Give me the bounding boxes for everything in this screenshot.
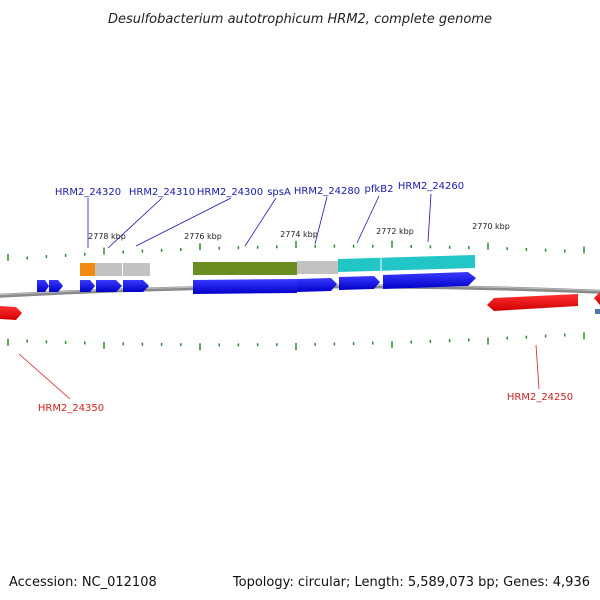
reverse-callouts	[18, 344, 540, 400]
gene-label-hrm2-24350[interactable]: HRM2_24350	[38, 403, 104, 414]
forward-gene-arrow[interactable]	[80, 280, 95, 292]
forward-gene-arrow[interactable]	[193, 279, 297, 294]
reverse-gene-arrow[interactable]	[594, 292, 600, 305]
gene-label-hrm2-24310[interactable]: HRM2_24310	[129, 187, 195, 198]
scale-ticks-lower	[7, 332, 585, 351]
forward-genes	[37, 272, 476, 294]
kbp-label: 2772 kbp	[376, 227, 414, 236]
forward-gene-arrow[interactable]	[339, 276, 380, 290]
kbp-label: 2778 kbp	[88, 232, 126, 241]
gene-label-hrm2-24320[interactable]: HRM2_24320	[55, 187, 121, 198]
feature-block-gray[interactable]	[123, 263, 150, 276]
reverse-gene-arrow[interactable]	[487, 294, 578, 311]
kbp-label: 2776 kbp	[184, 232, 222, 241]
genome-summary-text: Topology: circular; Length: 5,589,073 bp…	[232, 575, 590, 590]
gene-label-hrm2-24280[interactable]: HRM2_24280	[294, 186, 360, 197]
forward-callouts	[87, 193, 432, 249]
feature-track	[80, 255, 475, 276]
feature-block-blue[interactable]	[595, 309, 600, 314]
gene-label-spsa[interactable]: spsA	[267, 187, 291, 198]
kbp-label: 2774 kbp	[280, 230, 318, 239]
gene-label-hrm2-24300[interactable]: HRM2_24300	[197, 187, 263, 198]
feature-block-orange[interactable]	[80, 263, 95, 276]
feature-block-gray[interactable]	[297, 261, 338, 274]
map-title: Desulfobacterium autotrophicum HRM2, com…	[108, 12, 492, 27]
feature-block-gray[interactable]	[95, 263, 122, 276]
feature-block-olive[interactable]	[193, 262, 297, 275]
gene-label-pfkb2[interactable]: pfkB2	[365, 184, 394, 195]
gene-label-hrm2-24250[interactable]: HRM2_24250	[507, 392, 573, 403]
reverse-genes	[0, 292, 600, 320]
forward-gene-arrow[interactable]	[383, 272, 476, 289]
forward-gene-arrow[interactable]	[96, 280, 122, 292]
forward-gene-arrow[interactable]	[297, 278, 337, 292]
gene-label-hrm2-24260[interactable]: HRM2_24260	[398, 181, 464, 192]
forward-gene-arrow[interactable]	[37, 280, 49, 292]
kbp-label: 2770 kbp	[472, 222, 510, 231]
forward-gene-arrow[interactable]	[49, 280, 63, 292]
forward-gene-arrow[interactable]	[123, 280, 149, 292]
scale-ticks-upper	[7, 240, 585, 261]
feature-block-cyan[interactable]	[338, 255, 475, 272]
reverse-gene-arrow[interactable]	[0, 306, 22, 320]
accession-text: Accession: NC_012108	[9, 575, 157, 590]
